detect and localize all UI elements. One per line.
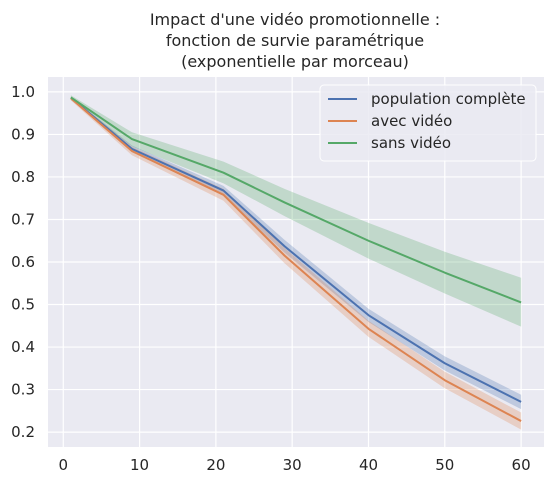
y-tick-label: 0.4 [11,338,35,356]
x-tick-label: 60 [512,456,531,474]
x-tick-label: 40 [359,456,378,474]
x-axis-ticks: 0 10 20 30 40 50 60 [58,456,530,474]
x-tick-label: 0 [58,456,68,474]
series-line-0 [70,97,522,403]
chart-title-line-1: Impact d'une vidéo promotionnelle : [150,10,440,29]
chart-title: Impact d'une vidéo promotionnelle : fonc… [150,10,440,71]
confidence-band-2 [70,95,522,327]
x-tick-label: 20 [206,456,225,474]
series-line-1 [70,97,522,422]
x-tick-label: 30 [283,456,302,474]
legend-label-2: sans vidéo [371,134,451,152]
legend-label-0: population complète [371,90,526,108]
y-tick-label: 0.5 [11,296,35,314]
y-tick-label: 0.9 [11,125,35,143]
y-tick-label: 0.8 [11,168,35,186]
y-tick-label: 0.2 [11,423,35,441]
chart-title-line-3: (exponentielle par morceau) [181,52,409,71]
grid-lines [48,77,544,447]
y-tick-label: 0.7 [11,210,35,228]
x-tick-label: 50 [435,456,454,474]
legend-box [319,84,537,162]
chart-title-line-2: fonction de survie paramétrique [166,31,424,50]
y-axis-ticks: 0.2 0.3 0.4 0.5 0.6 0.7 0.8 0.9 1.0 [11,83,35,441]
series-lines [70,96,522,422]
x-tick-label: 10 [130,456,149,474]
y-tick-label: 0.3 [11,381,35,399]
y-tick-label: 0.6 [11,253,35,271]
confidence-band-1 [70,96,522,430]
y-tick-label: 1.0 [11,83,35,101]
legend: population complète avec vidéo sans vidéo [319,84,537,162]
series-line-2 [70,96,522,304]
legend-label-1: avec vidéo [371,112,452,130]
